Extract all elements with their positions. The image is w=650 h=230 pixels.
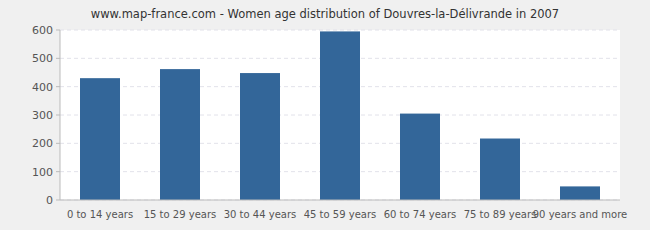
bar [320, 31, 360, 200]
x-axis [60, 200, 620, 201]
chart-container: www.map-france.com - Women age distribut… [0, 0, 650, 230]
y-tick-label: 400 [32, 81, 53, 94]
plot-area [60, 30, 620, 200]
tick-mark [56, 86, 60, 87]
y-axis [60, 30, 61, 200]
bar [480, 139, 520, 200]
bar [160, 69, 200, 200]
y-tick-label: 0 [46, 194, 53, 207]
tick-mark [56, 171, 60, 172]
tick-mark [56, 58, 60, 59]
y-tick-label: 100 [32, 166, 53, 179]
title: www.map-france.com - Women age distribut… [91, 7, 559, 21]
x-tick-label: 30 to 44 years [224, 209, 297, 220]
bar [560, 186, 600, 200]
chart-svg: www.map-france.com - Women age distribut… [0, 0, 650, 230]
bar [80, 78, 120, 200]
x-tick-label: 45 to 59 years [304, 209, 377, 220]
grid-line [60, 30, 620, 31]
grid-line [60, 200, 620, 201]
tick-mark [56, 143, 60, 144]
y-tick-label: 600 [32, 24, 53, 37]
bar [400, 114, 440, 200]
tick-mark [56, 115, 60, 116]
x-tick-label: 75 to 89 years [464, 209, 537, 220]
bar [240, 73, 280, 200]
y-tick-label: 200 [32, 137, 53, 150]
tick-mark [56, 30, 60, 31]
bars [80, 31, 600, 200]
y-tick-label: 500 [32, 52, 53, 65]
x-tick-label: 0 to 14 years [67, 209, 133, 220]
y-tick-label: 300 [32, 109, 53, 122]
x-tick-label: 60 to 74 years [384, 209, 457, 220]
background [0, 0, 650, 230]
tick-mark [56, 200, 60, 201]
x-tick-label: 90 years and more [533, 209, 628, 220]
x-tick-label: 15 to 29 years [144, 209, 217, 220]
